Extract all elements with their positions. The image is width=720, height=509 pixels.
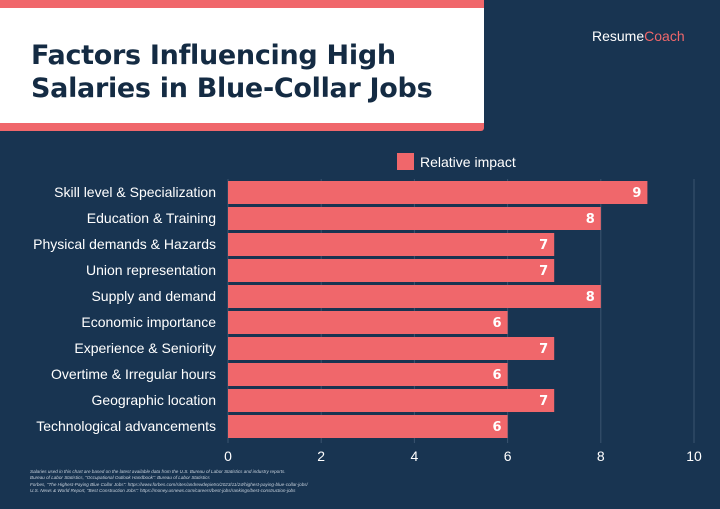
value-label: 6 bbox=[493, 420, 502, 435]
bar bbox=[228, 415, 508, 438]
bar bbox=[228, 233, 555, 256]
footnote-line: Forbes, "The Highest-Paying Blue Collar … bbox=[30, 481, 308, 487]
brand-logo: ResumeCoach bbox=[592, 28, 685, 44]
value-label: 6 bbox=[493, 368, 502, 383]
value-labels: 9 8 7 7 8 6 7 6 7 6 bbox=[493, 186, 642, 435]
x-tick-label: 8 bbox=[597, 448, 605, 464]
legend-swatch bbox=[397, 153, 414, 170]
category-label: Economic importance bbox=[81, 314, 216, 330]
category-label: Overtime & Irregular hours bbox=[51, 366, 216, 382]
x-tick-label: 6 bbox=[504, 448, 512, 464]
bar bbox=[228, 311, 508, 334]
category-label: Technological advancements bbox=[36, 418, 216, 434]
legend-label: Relative impact bbox=[420, 154, 516, 170]
bars bbox=[228, 181, 648, 438]
title-card: Factors Influencing High Salaries in Blu… bbox=[0, 0, 484, 131]
brand-part-2: Coach bbox=[644, 28, 685, 44]
brand-part-1: Resume bbox=[592, 28, 645, 44]
value-label: 7 bbox=[539, 238, 548, 253]
bar bbox=[228, 285, 601, 308]
x-tick-label: 4 bbox=[411, 448, 419, 464]
value-label: 7 bbox=[539, 394, 548, 409]
bar bbox=[228, 259, 555, 282]
category-label: Skill level & Specialization bbox=[54, 184, 216, 200]
category-label: Education & Training bbox=[87, 210, 216, 226]
bar bbox=[228, 337, 555, 360]
bar bbox=[228, 181, 648, 204]
x-tick-labels: 0 2 4 6 8 10 bbox=[224, 448, 702, 464]
bar bbox=[228, 389, 555, 412]
category-label: Experience & Seniority bbox=[74, 340, 216, 356]
x-tick-label: 2 bbox=[317, 448, 325, 464]
category-label: Geographic location bbox=[91, 392, 216, 408]
category-labels: Skill level & Specialization Education & … bbox=[33, 184, 216, 434]
footnote-line: Salaries used in this chart are based on… bbox=[30, 469, 286, 474]
value-label: 8 bbox=[586, 290, 595, 305]
legend: Relative impact bbox=[397, 153, 516, 170]
chart-title: Factors Influencing High Salaries in Blu… bbox=[31, 40, 433, 104]
bar bbox=[228, 207, 601, 230]
category-label: Union representation bbox=[86, 262, 216, 278]
value-label: 9 bbox=[632, 186, 641, 201]
footnote-line: U.S. News & World Report, "Best Construc… bbox=[30, 488, 296, 494]
value-label: 7 bbox=[539, 342, 548, 357]
value-label: 6 bbox=[493, 316, 502, 331]
value-label: 7 bbox=[539, 264, 548, 279]
x-tick-label: 0 bbox=[224, 448, 232, 464]
category-label: Physical demands & Hazards bbox=[33, 236, 216, 252]
bar bbox=[228, 363, 508, 386]
footnotes: Salaries used in this chart are based on… bbox=[30, 469, 550, 495]
value-label: 8 bbox=[586, 212, 595, 227]
footnote-line: Bureau of Labor Statistics, "Occupationa… bbox=[30, 475, 210, 481]
category-label: Supply and demand bbox=[91, 288, 216, 304]
x-tick-label: 10 bbox=[686, 448, 702, 464]
